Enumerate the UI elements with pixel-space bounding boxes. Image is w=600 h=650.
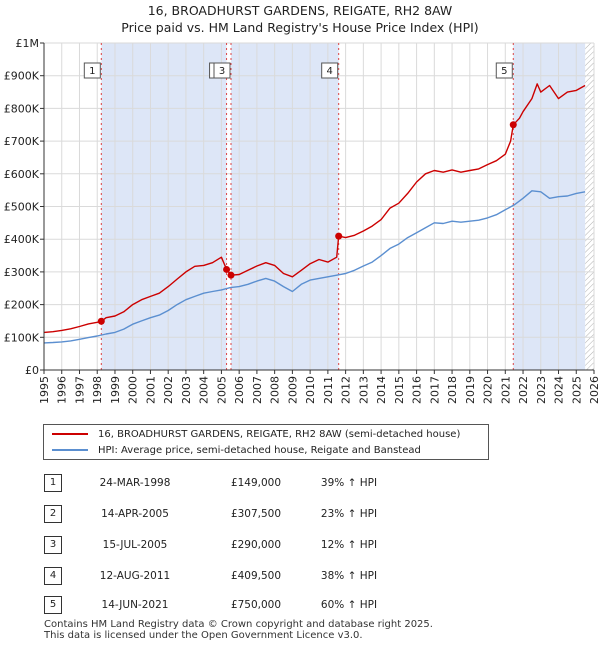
sale-marker-badge <box>213 62 231 79</box>
footer-line2: This data is licensed under the Open Gov… <box>44 629 363 641</box>
sale-marker-label: 1 <box>89 66 95 77</box>
legend-label-property: 16, BROADHURST GARDENS, REIGATE, RH2 8AW… <box>98 429 461 440</box>
x-tick-label: 2017 <box>428 376 441 404</box>
sale-marker-label: 5 <box>501 66 507 77</box>
sale-hpi-change: 39% ↑ HPI <box>320 477 378 489</box>
y-tick-label: £1M <box>16 37 40 50</box>
y-tick-label: £600K <box>4 168 40 181</box>
x-tick-label: 2004 <box>198 376 211 404</box>
x-tick-label: 1999 <box>109 376 122 404</box>
x-tick-label: 2023 <box>535 376 548 404</box>
sale-price: £409,500 <box>230 570 282 582</box>
x-tick-label: 2015 <box>393 376 406 404</box>
sale-price: £149,000 <box>230 477 282 489</box>
x-tick-label: 2025 <box>570 376 583 404</box>
sale-point <box>97 317 105 325</box>
x-tick-label: 2003 <box>180 376 193 404</box>
x-tick-label: 2024 <box>553 376 566 404</box>
x-tick-label: 2026 <box>588 376 600 404</box>
price-chart: 12345 £0£100K£200K£300K£400K£500K£600K£7… <box>4 37 600 404</box>
chart-title-line1: 16, BROADHURST GARDENS, REIGATE, RH2 8AW <box>147 3 453 18</box>
x-tick-label: 2000 <box>127 376 140 404</box>
x-tick-label: 2020 <box>482 376 495 404</box>
sale-date: 14-APR-2005 <box>101 508 169 520</box>
x-tick-label: 2011 <box>322 376 335 404</box>
x-tick-label: 2021 <box>499 376 512 404</box>
sale-point <box>223 265 231 273</box>
sale-point <box>335 232 343 240</box>
x-tick-label: 2012 <box>340 376 353 404</box>
x-tick-label: 2002 <box>162 376 175 404</box>
y-tick-label: £300K <box>4 266 40 279</box>
y-tick-label: £400K <box>4 233 40 246</box>
sale-number-badge: 5 <box>44 596 62 614</box>
x-tick-label: 2016 <box>411 376 424 404</box>
sale-date: 15-JUL-2005 <box>102 539 168 551</box>
sale-hpi-change: 60% ↑ HPI <box>320 599 378 611</box>
legend-item-hpi: HPI: Average price, semi-detached house,… <box>52 443 421 459</box>
x-tick-label: 2018 <box>446 376 459 404</box>
x-tick-label: 1996 <box>56 376 69 404</box>
x-tick-label: 2009 <box>286 376 299 404</box>
sale-marker-badge <box>321 62 339 79</box>
chart-legend: 16, BROADHURST GARDENS, REIGATE, RH2 8AW… <box>43 424 489 460</box>
table-row: 5 14-JUN-2021 £750,000 60% ↑ HPI <box>44 596 464 614</box>
x-tick-label: 2014 <box>375 376 388 404</box>
sale-point <box>509 121 517 129</box>
chart-title: 16, BROADHURST GARDENS, REIGATE, RH2 8AW… <box>0 2 600 36</box>
sale-number-badge: 1 <box>44 474 62 492</box>
y-tick-label: £0 <box>25 364 39 377</box>
sale-hpi-change: 23% ↑ HPI <box>320 508 378 520</box>
x-tick-label: 2022 <box>517 376 530 404</box>
sale-date: 24-MAR-1998 <box>99 477 171 489</box>
sale-marker-badge <box>495 62 513 79</box>
sale-number-badge: 2 <box>44 505 62 523</box>
y-tick-label: £700K <box>4 135 40 148</box>
x-tick-label: 2008 <box>269 376 282 404</box>
y-tick-label: £800K <box>4 102 40 115</box>
sale-date: 12-AUG-2011 <box>99 570 171 582</box>
sale-hpi-change: 12% ↑ HPI <box>320 539 378 551</box>
sale-hpi-change: 38% ↑ HPI <box>320 570 378 582</box>
legend-label-hpi: HPI: Average price, semi-detached house,… <box>98 445 421 456</box>
sale-number-badge: 3 <box>44 536 62 554</box>
y-tick-label: £100K <box>4 331 40 344</box>
x-tick-label: 2001 <box>144 376 157 404</box>
x-tick-label: 2005 <box>215 376 228 404</box>
sale-number-badge: 4 <box>44 567 62 585</box>
footer-line1: Contains HM Land Registry data © Crown c… <box>44 619 433 630</box>
x-tick-label: 2010 <box>304 376 317 404</box>
sale-price: £750,000 <box>230 599 282 611</box>
sale-marker-label: 4 <box>327 66 333 77</box>
sale-marker-label: 3 <box>219 66 225 77</box>
x-tick-label: 1997 <box>73 376 86 404</box>
chart-title-line2: Price paid vs. HM Land Registry's House … <box>121 20 479 35</box>
legend-item-property: 16, BROADHURST GARDENS, REIGATE, RH2 8AW… <box>52 427 460 443</box>
table-row: 1 24-MAR-1998 £149,000 39% ↑ HPI <box>44 474 464 492</box>
x-tick-label: 1995 <box>38 376 51 404</box>
legend-swatch-hpi <box>52 449 88 451</box>
sale-price: £307,500 <box>230 508 282 520</box>
x-tick-label: 2013 <box>357 376 370 404</box>
y-tick-label: £500K <box>4 201 40 214</box>
y-tick-label: £900K <box>4 70 40 83</box>
table-row: 3 15-JUL-2005 £290,000 12% ↑ HPI <box>44 536 464 554</box>
x-tick-label: 2007 <box>251 376 264 404</box>
legend-swatch-property <box>52 433 88 435</box>
x-tick-label: 2006 <box>233 376 246 404</box>
table-row: 2 14-APR-2005 £307,500 23% ↑ HPI <box>44 505 464 523</box>
y-tick-label: £200K <box>4 299 40 312</box>
sale-marker-badge <box>83 62 101 79</box>
x-tick-label: 1998 <box>91 376 104 404</box>
x-tick-label: 2019 <box>464 376 477 404</box>
sale-point <box>227 271 235 279</box>
series-line-hpi <box>43 190 586 344</box>
footer-attribution: Contains HM Land Registry data © Crown c… <box>44 619 433 641</box>
series-line-property <box>43 83 586 334</box>
sale-price: £290,000 <box>230 539 282 551</box>
sale-date: 14-JUN-2021 <box>101 599 169 611</box>
table-row: 4 12-AUG-2011 £409,500 38% ↑ HPI <box>44 567 464 585</box>
